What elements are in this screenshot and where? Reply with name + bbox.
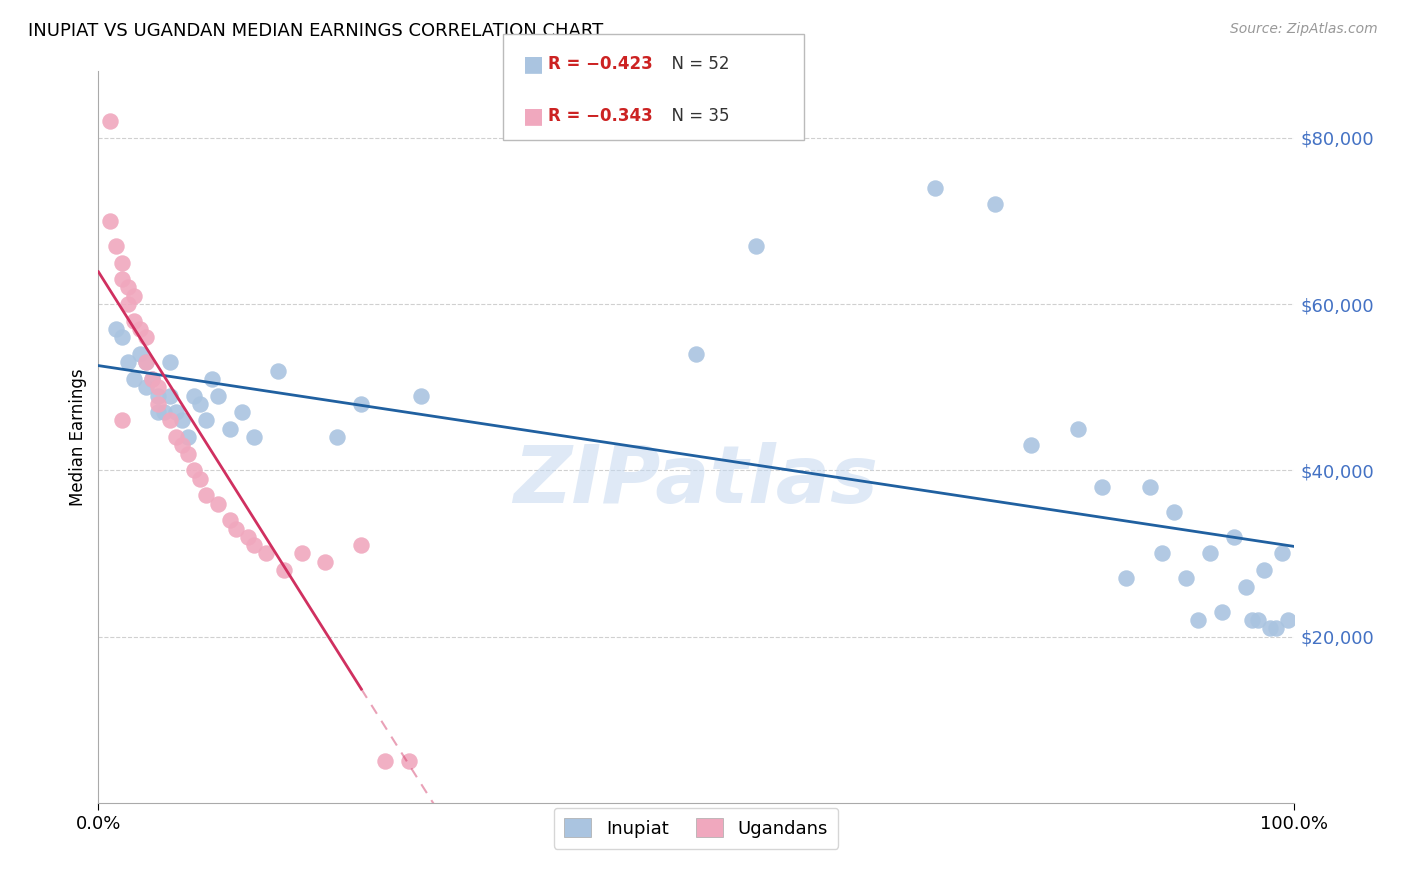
Point [1152, 546, 1174, 560]
Text: ZIPatlas: ZIPatlas [513, 442, 879, 520]
Point [165, 405, 187, 419]
Point [111, 255, 134, 269]
Point [148, 397, 170, 411]
Text: Source: ZipAtlas.com: Source: ZipAtlas.com [1230, 22, 1378, 37]
Point [117, 280, 139, 294]
Point [243, 430, 266, 444]
Point [1019, 438, 1042, 452]
Point [183, 463, 205, 477]
Point [159, 413, 181, 427]
Point [129, 347, 152, 361]
Point [129, 322, 152, 336]
Point [1223, 530, 1246, 544]
Point [135, 380, 157, 394]
Point [111, 413, 134, 427]
Point [111, 272, 134, 286]
Point [207, 388, 229, 402]
Point [1163, 505, 1185, 519]
Point [183, 388, 205, 402]
Point [1264, 621, 1286, 635]
Text: R = −0.343: R = −0.343 [548, 107, 654, 125]
Point [231, 405, 253, 419]
Point [1211, 605, 1233, 619]
Legend: Inupiat, Ugandans: Inupiat, Ugandans [554, 807, 838, 848]
Point [195, 413, 218, 427]
Point [398, 754, 420, 768]
Point [98, 214, 122, 228]
Point [195, 488, 218, 502]
Point [207, 497, 229, 511]
Point [1253, 563, 1275, 577]
Point [1175, 571, 1198, 585]
Point [411, 388, 433, 402]
Point [374, 754, 396, 768]
Point [177, 447, 200, 461]
Point [105, 322, 128, 336]
Point [105, 239, 128, 253]
Point [124, 372, 146, 386]
Point [273, 563, 295, 577]
Point [153, 405, 176, 419]
Point [326, 430, 349, 444]
Point [225, 521, 247, 535]
Point [1277, 613, 1299, 627]
Point [1234, 580, 1257, 594]
Point [135, 355, 157, 369]
Point [219, 422, 242, 436]
Point [201, 372, 224, 386]
Point [159, 388, 181, 402]
Text: INUPIAT VS UGANDAN MEDIAN EARNINGS CORRELATION CHART: INUPIAT VS UGANDAN MEDIAN EARNINGS CORRE… [28, 22, 603, 40]
Point [111, 330, 134, 344]
Point [1139, 480, 1161, 494]
Point [148, 380, 170, 394]
Point [141, 372, 163, 386]
Text: ■: ■ [523, 54, 544, 74]
Point [172, 438, 194, 452]
Point [350, 397, 373, 411]
Point [1271, 546, 1294, 560]
Point [350, 538, 373, 552]
Point [1091, 480, 1114, 494]
Point [159, 355, 181, 369]
Point [165, 430, 187, 444]
Point [135, 330, 157, 344]
Text: R = −0.423: R = −0.423 [548, 55, 654, 73]
Point [984, 197, 1007, 211]
Point [291, 546, 314, 560]
Point [254, 546, 277, 560]
Y-axis label: Median Earnings: Median Earnings [69, 368, 87, 506]
Point [188, 472, 211, 486]
Point [172, 413, 194, 427]
Point [243, 538, 266, 552]
Point [135, 355, 157, 369]
Point [236, 530, 259, 544]
Point [1199, 546, 1222, 560]
Point [188, 397, 211, 411]
Point [315, 555, 337, 569]
Text: N = 52: N = 52 [661, 55, 730, 73]
Point [924, 180, 946, 194]
Point [219, 513, 242, 527]
Point [124, 289, 146, 303]
Point [98, 114, 122, 128]
Point [267, 363, 290, 377]
Point [124, 314, 146, 328]
Point [1115, 571, 1137, 585]
Point [141, 372, 163, 386]
Point [1247, 613, 1270, 627]
Text: N = 35: N = 35 [661, 107, 730, 125]
Text: ■: ■ [523, 105, 544, 126]
Point [1067, 422, 1090, 436]
Point [1240, 613, 1263, 627]
Point [1258, 621, 1281, 635]
Point [177, 430, 200, 444]
Point [745, 239, 768, 253]
Point [1187, 613, 1209, 627]
Point [148, 388, 170, 402]
Point [117, 355, 139, 369]
Point [685, 347, 707, 361]
Point [148, 405, 170, 419]
Point [117, 297, 139, 311]
